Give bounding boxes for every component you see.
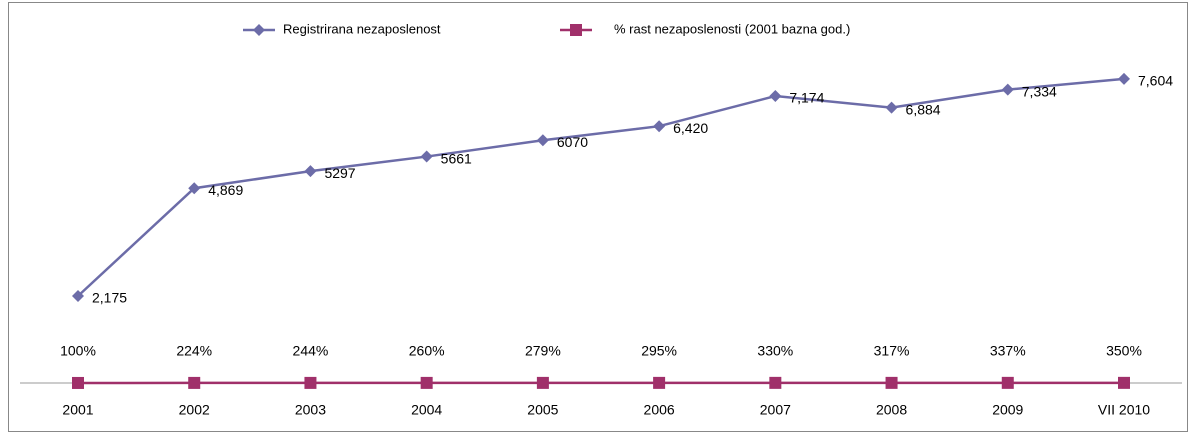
x-tick-label: VII 2010 [1098, 402, 1150, 418]
x-tick-label: 2002 [179, 402, 210, 418]
data-label: 6070 [557, 134, 588, 150]
data-label: 6,884 [906, 101, 941, 117]
data-label: 350% [1106, 343, 1142, 359]
data-label: 279% [525, 343, 561, 359]
data-point [1118, 377, 1130, 389]
data-point [886, 377, 898, 389]
data-label: 7,604 [1138, 73, 1173, 89]
data-label: 330% [757, 343, 793, 359]
data-point [188, 377, 200, 389]
data-label: 100% [60, 343, 96, 359]
x-tick-label: 2005 [527, 402, 558, 418]
data-label: 260% [409, 343, 445, 359]
data-label: 7,174 [789, 90, 824, 106]
x-tick-label: 2003 [295, 402, 326, 418]
data-point [653, 377, 665, 389]
data-label: 317% [874, 343, 910, 359]
data-label: 7,334 [1022, 83, 1057, 99]
data-point [1002, 377, 1014, 389]
data-label: 2,175 [92, 290, 127, 306]
x-tick-label: 2007 [760, 402, 791, 418]
data-point [421, 377, 433, 389]
data-point [72, 377, 84, 389]
data-label: 295% [641, 343, 677, 359]
x-tick-label: 2008 [876, 402, 907, 418]
legend-label: % rast nezaposlenosti (2001 bazna god.) [614, 21, 850, 36]
data-label: 5297 [324, 165, 355, 181]
data-point [304, 377, 316, 389]
x-tick-label: 2004 [411, 402, 442, 418]
legend-label: Registrirana nezaposlenost [283, 21, 441, 36]
x-tick-label: 2009 [992, 402, 1023, 418]
data-label: 337% [990, 343, 1026, 359]
chart-border [9, 3, 1188, 432]
x-tick-label: 2001 [62, 402, 93, 418]
data-label: 6,420 [673, 120, 708, 136]
data-label: 244% [293, 343, 329, 359]
data-point [537, 377, 549, 389]
legend-marker [570, 24, 582, 36]
data-label: 5661 [441, 150, 472, 166]
data-point [769, 377, 781, 389]
data-label: 4,869 [208, 182, 243, 198]
x-tick-label: 2006 [644, 402, 675, 418]
data-label: 224% [176, 343, 212, 359]
